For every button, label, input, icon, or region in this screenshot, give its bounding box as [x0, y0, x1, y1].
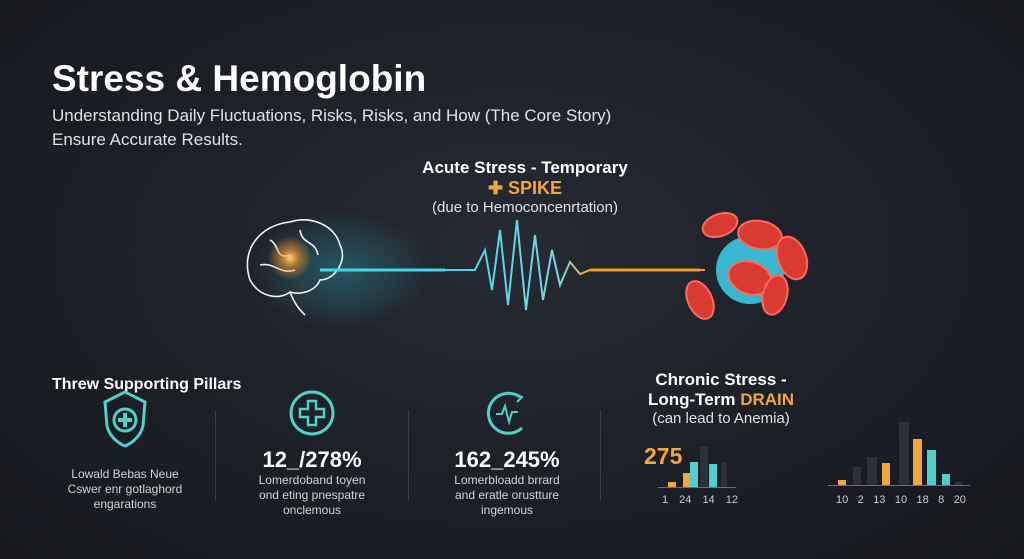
tick-label: 10 — [836, 494, 849, 506]
bar — [838, 480, 846, 485]
mini-bar-chart-1 — [658, 420, 734, 487]
subtitle-line-1: Understanding Daily Fluctuations, Risks,… — [52, 106, 612, 125]
chronic-title: Chronic Stress - — [655, 370, 787, 389]
pillar-2-value: 12_/278% — [262, 447, 362, 472]
chronic-stress-callout: Chronic Stress - Long-Term DRAIN (can le… — [636, 370, 806, 427]
pillar-3-desc: Lomerbloadd brrard — [454, 473, 560, 487]
pillar-1: Lowald Bebas Neue Cswer enr gotlaghord eng… — [40, 388, 210, 512]
chart-1-ticks: 1 24 14 12 — [662, 494, 738, 506]
bar — [853, 467, 861, 485]
chart-1-axis — [658, 487, 736, 488]
bar — [700, 447, 708, 487]
tick-label: 14 — [702, 494, 715, 506]
tick-label: 10 — [894, 494, 908, 506]
mini-bar-chart-2 — [830, 418, 970, 485]
bar — [683, 473, 690, 487]
tick-label: 2 — [857, 494, 864, 506]
pillar-2-desc: onclemous — [282, 503, 342, 517]
chronic-subtitle: Long-Term — [647, 390, 741, 409]
tick-label: 18 — [916, 494, 929, 506]
bar — [882, 463, 890, 485]
bar — [690, 462, 698, 487]
tick-label: 8 — [938, 494, 945, 506]
pillar-1-desc: Lowald Bebas Neue — [71, 467, 179, 481]
divider — [215, 410, 216, 500]
acute-title: Acute Stress - Temporary — [422, 158, 628, 177]
tick-label: 12 — [725, 494, 738, 506]
pillar-1-desc: Cswer enr gotlaghord — [67, 482, 183, 496]
pillar-2: 12_/278% Lomerdoband toyen ond eting pnes… — [227, 388, 397, 518]
bar — [867, 457, 877, 485]
pillar-3-value: 162_245% — [454, 447, 560, 472]
tick-label: 13 — [873, 494, 886, 506]
pillar-1-desc: engarations — [93, 497, 157, 511]
blood-cells-icon — [685, 211, 809, 320]
shield-plus-icon — [103, 390, 147, 448]
divider — [408, 410, 409, 500]
chronic-note: (can lead to Anemia) — [652, 410, 790, 427]
circle-plus-icon — [289, 390, 335, 436]
pillar-3-desc: ingemous — [480, 503, 534, 517]
pillar-2-desc: Lomerdoband toyen — [258, 473, 366, 487]
bar — [668, 482, 676, 487]
divider — [600, 410, 601, 500]
bar — [899, 422, 909, 485]
tick-label: 24 — [679, 494, 692, 506]
spike-waveform — [445, 219, 705, 311]
chronic-stat: 275 — [644, 443, 683, 469]
bar — [955, 482, 962, 485]
acute-stress-callout: Acute Stress - Temporary ✚ SPIKE (due to… — [400, 158, 650, 216]
drain-label: DRAIN — [740, 390, 795, 409]
tick-label: 20 — [953, 494, 966, 506]
bar — [709, 464, 717, 487]
pillar-2-desc: ond eting pnespatre — [258, 488, 366, 502]
page-title: Stress & Hemoglobin — [52, 58, 427, 99]
bar — [927, 450, 936, 485]
bar — [942, 474, 950, 485]
pillars-title: Threw Supporting Pillars — [52, 376, 242, 393]
tick-label: 1 — [662, 494, 669, 506]
spike-label: ✚ SPIKE — [487, 178, 563, 198]
pillar-3: 162_245% Lomerbloadd brrard and eratle or… — [422, 388, 592, 518]
bar — [721, 462, 727, 487]
acute-note: (due to Hemoconcenrtation) — [432, 199, 618, 216]
subtitle-line-2: Ensure Accurate Results. — [52, 130, 243, 149]
bar — [913, 439, 922, 485]
heartbeat-cycle-icon — [486, 391, 524, 435]
chart-2-ticks: 10 2 13 10 18 8 20 — [836, 494, 966, 506]
pillar-3-desc: and eratle orustture — [454, 488, 560, 502]
stress-signal-illustration — [246, 210, 809, 330]
chart-2-axis — [828, 485, 970, 486]
